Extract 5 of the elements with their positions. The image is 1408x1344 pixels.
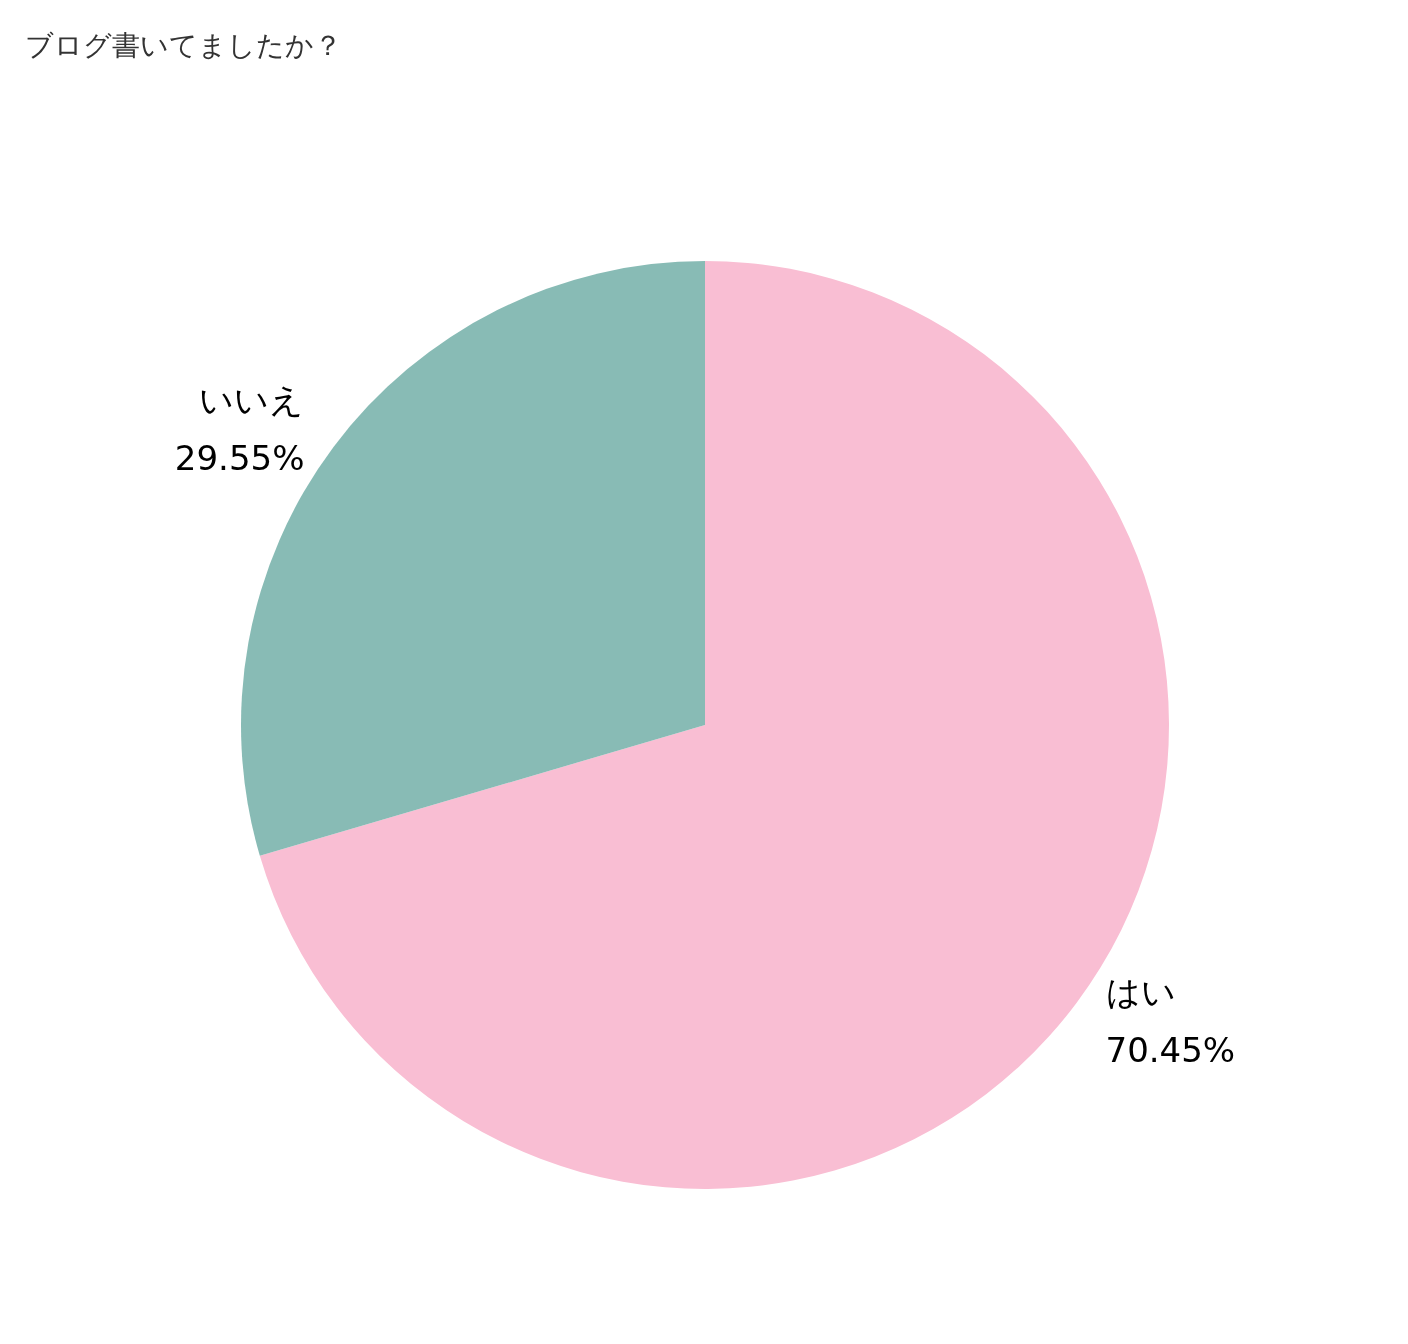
slice-label: はい [1105, 971, 1176, 1012]
data-label: 70.45% [1105, 1029, 1236, 1070]
data-label: 29.55% [174, 438, 305, 479]
slice-label: いいえ [199, 380, 305, 421]
chart-title: ブログ書いてましたか？ [25, 28, 342, 62]
